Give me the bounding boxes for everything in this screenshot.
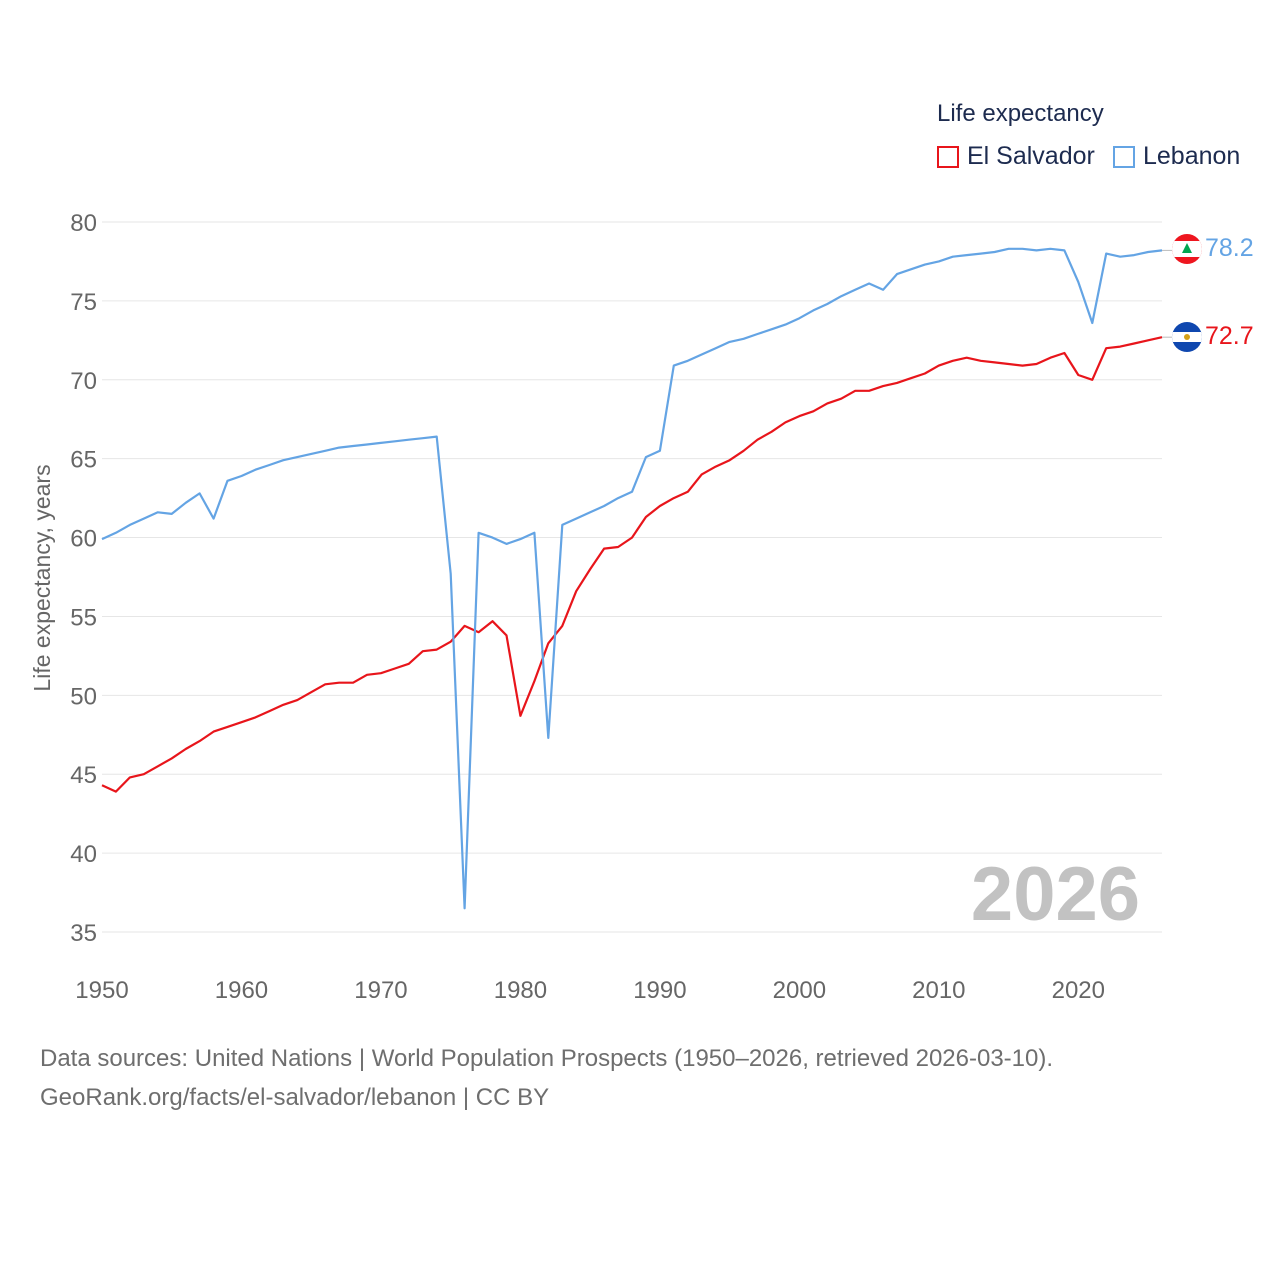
x-tick-label: 2020 [1052, 977, 1105, 1004]
legend-title: Life expectancy [937, 100, 1104, 127]
y-axis-ticks: 35 40 45 50 55 60 65 70 75 80 [70, 210, 97, 947]
x-tick-label: 1990 [633, 977, 686, 1004]
legend-item-lebanon[interactable]: Lebanon [1113, 142, 1240, 171]
x-tick-label: 1980 [494, 977, 547, 1004]
y-tick-label: 55 [70, 604, 97, 631]
y-tick-label: 80 [70, 210, 97, 237]
y-tick-label: 40 [70, 841, 97, 868]
series-lines [101, 247, 1172, 910]
legend-swatch-el-salvador [937, 145, 959, 168]
y-tick-label: 70 [70, 368, 97, 395]
x-tick-label: 2010 [912, 977, 965, 1004]
y-tick-label: 65 [70, 447, 97, 474]
grid-lines [102, 221, 1162, 933]
y-tick-label: 75 [70, 289, 97, 316]
lebanon-flag-icon [1172, 234, 1202, 264]
y-axis-label: Life expectancy, years [29, 464, 55, 691]
y-tick-label: 35 [70, 920, 97, 947]
x-tick-label: 1970 [354, 977, 407, 1004]
year-watermark: 2026 [971, 852, 1140, 937]
y-tick-label: 60 [70, 526, 97, 553]
x-tick-label: 2000 [773, 977, 826, 1004]
legend-item-el-salvador[interactable]: El Salvador [937, 142, 1095, 171]
y-tick-label: 45 [70, 762, 97, 789]
legend-swatch-lebanon [1113, 145, 1135, 168]
legend-label-el-salvador: El Salvador [967, 142, 1095, 170]
lebanon-end-label: 78.2 [1205, 234, 1254, 262]
source-line-2[interactable]: GeoRank.org/facts/el-salvador/lebanon | … [40, 1084, 550, 1111]
series-line-el-salvador [101, 336, 1163, 793]
legend-label-lebanon: Lebanon [1143, 142, 1241, 170]
x-tick-label: 1950 [75, 977, 128, 1004]
series-line-lebanon [101, 247, 1163, 910]
source-line-1: Data sources: United Nations | World Pop… [40, 1045, 1054, 1072]
x-axis-ticks: 1950 1960 1970 1980 1990 2000 2010 2020 [75, 977, 1105, 1004]
el-salvador-end-label: 72.7 [1205, 322, 1254, 350]
x-tick-label: 1960 [215, 977, 268, 1004]
el-salvador-flag-icon [1172, 322, 1202, 352]
y-tick-label: 50 [70, 683, 97, 710]
